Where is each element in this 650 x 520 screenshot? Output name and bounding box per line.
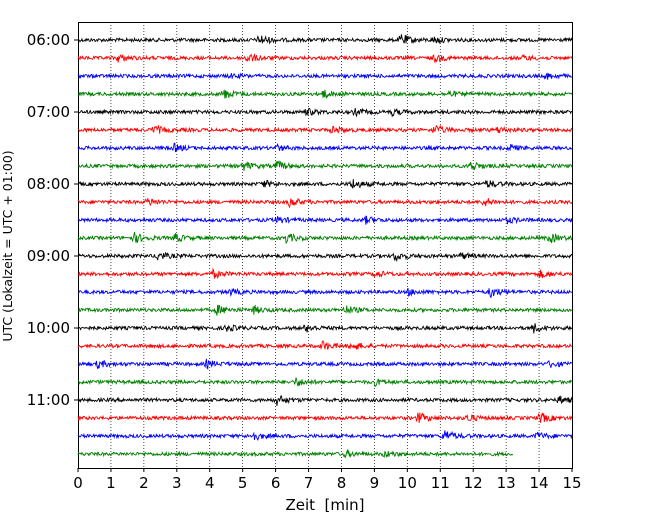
y-tick-label: 07:00 [27, 103, 70, 121]
trace-line [77, 340, 573, 351]
x-grid [110, 22, 540, 468]
trace-line [77, 430, 573, 441]
trace-line [77, 377, 573, 388]
x-tick-label: 1 [106, 474, 116, 492]
x-axis-ticks: 0 1 2 3 4 5 6 7 8 9 10 11 12 13 14 15 [73, 468, 582, 492]
trace-line [77, 323, 573, 334]
trace-line [77, 124, 573, 134]
trace-line [77, 179, 573, 190]
trace-line [77, 197, 573, 209]
x-tick-label: 13 [497, 474, 516, 492]
trace-line [77, 251, 573, 263]
trace-line [77, 231, 573, 244]
x-tick-label: 8 [337, 474, 347, 492]
y-tick-label: 09:00 [27, 247, 70, 265]
x-tick-label: 0 [73, 474, 83, 492]
trace-line [77, 34, 573, 45]
trace-line [77, 215, 573, 225]
y-tick-label: 06:00 [27, 31, 70, 49]
trace-line [77, 304, 573, 316]
x-tick-label: 14 [530, 474, 549, 492]
x-tick-label: 12 [464, 474, 483, 492]
trace-line [77, 267, 573, 280]
x-axis-label: Zeit [min] [285, 496, 364, 514]
x-tick-label: 11 [431, 474, 450, 492]
trace-line [77, 412, 573, 423]
x-tick-label: 6 [271, 474, 281, 492]
x-tick-label: 7 [304, 474, 314, 492]
trace-line [77, 395, 573, 406]
y-tick-label: 08:00 [27, 175, 70, 193]
trace-line [77, 52, 573, 64]
y-tick-label: 10:00 [27, 319, 70, 337]
x-tick-label: 2 [139, 474, 149, 492]
x-tick-label: 5 [238, 474, 248, 492]
x-tick-label: 3 [172, 474, 182, 492]
x-tick-label: 4 [205, 474, 215, 492]
plot-area [77, 22, 573, 469]
trace-line [77, 358, 573, 370]
trace-line [77, 89, 573, 100]
seismogram-traces [77, 34, 573, 459]
y-axis-ticks: 06:00 07:00 08:00 09:00 10:00 11:00 [27, 31, 78, 409]
trace-line [77, 107, 573, 118]
trace-line [77, 142, 573, 153]
x-tick-label: 15 [562, 474, 581, 492]
y-axis-label: UTC (Lokalzeit = UTC + 01:00) [0, 150, 15, 341]
x-tick-label: 9 [370, 474, 380, 492]
y-tick-label: 11:00 [27, 391, 70, 409]
trace-line [77, 287, 573, 299]
trace-line [77, 72, 573, 80]
trace-line [77, 448, 514, 459]
x-tick-label: 10 [398, 474, 417, 492]
trace-line [77, 160, 573, 171]
plot-frame [78, 22, 573, 469]
